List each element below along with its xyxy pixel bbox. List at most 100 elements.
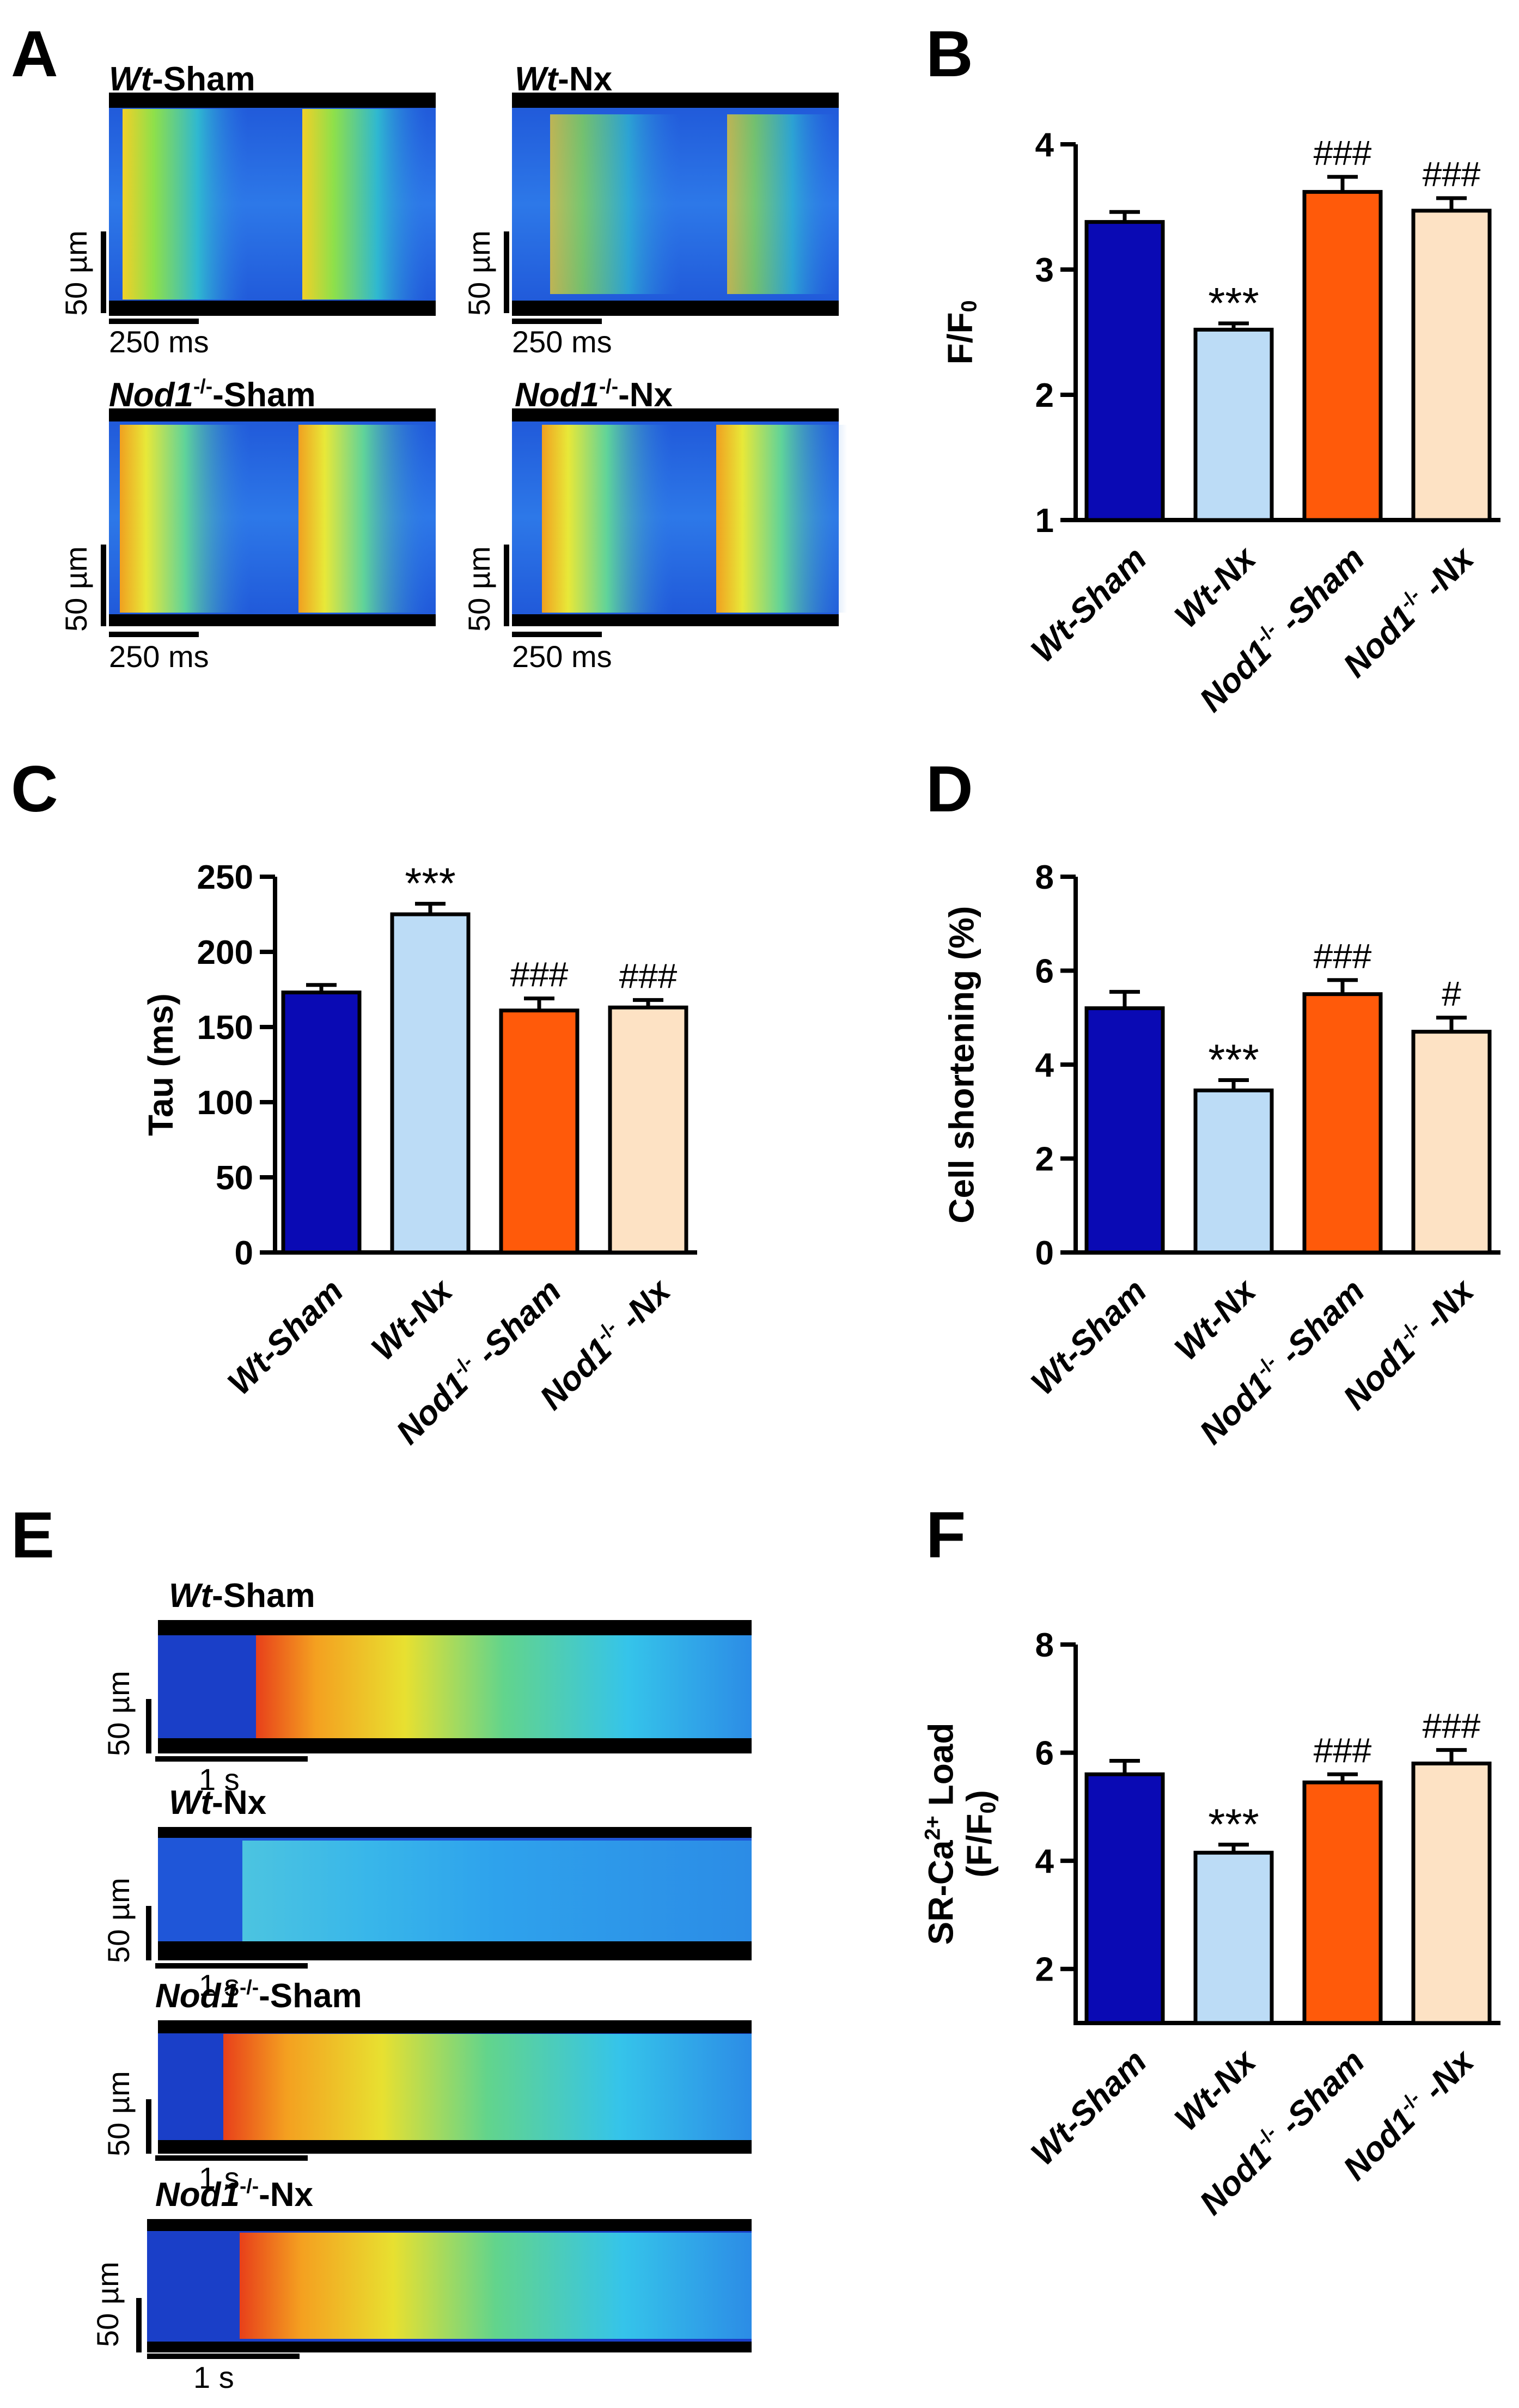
scale-label-ms: 250 ms (512, 639, 612, 674)
x-category-label: Wt-Nx (1167, 1272, 1264, 1368)
y-tick-label: 6 (1035, 953, 1054, 991)
scale-label-ms: 250 ms (109, 639, 209, 674)
significance-annotation: *** (1208, 1035, 1259, 1084)
significance-annotation: ### (1314, 937, 1372, 976)
scale-bar-horizontal (109, 319, 199, 324)
chart-f: 2 4 6 8 *** ### ### (1035, 1627, 1500, 2025)
x-category-label: Wt-Nx (1167, 540, 1264, 635)
bar-b-1 (1193, 327, 1274, 522)
scale-bar-horizontal (155, 1756, 308, 1762)
y-tick-label: 4 (1035, 1047, 1054, 1084)
scale-label-um: 50 µm (101, 2071, 136, 2156)
y-tick-label: 8 (1035, 859, 1054, 896)
significance-annotation: ### (1314, 133, 1372, 173)
linescan-e-title-nod1-nx: Nod1-/--Nx (155, 2174, 314, 2214)
scale-bar-vertical (101, 545, 106, 626)
significance-annotation: # (1442, 974, 1461, 1013)
bar-f-2 (1302, 1780, 1383, 2025)
x-category-label: Wt-Sham (1023, 2043, 1154, 2173)
panel-letter-d: D (926, 753, 973, 826)
scale-label-um: 50 µm (59, 230, 93, 316)
scale-bar-vertical (101, 231, 106, 313)
y-tick-label: 200 (197, 934, 253, 971)
scale-bar-horizontal (155, 2155, 308, 2161)
bar-d-0 (1084, 1006, 1165, 1255)
y-tick-label: 3 (1035, 252, 1054, 289)
bar-f-3 (1411, 1761, 1492, 2025)
linescan-a-title-wt-sham: Wt-Sham (109, 60, 255, 98)
bar-c-3 (608, 1005, 688, 1255)
significance-annotation: ### (1423, 1707, 1481, 1746)
bar-f-1 (1193, 1850, 1274, 2025)
y-tick-label: 1 (1035, 502, 1054, 540)
bar-b-0 (1084, 220, 1165, 522)
scale-label-um: 50 µm (462, 546, 496, 632)
scale-label-um: 50 µm (101, 1671, 136, 1756)
linescan-a-title-nod1-nx: Nod1-/--Nx (515, 374, 673, 414)
x-category-label: Wt-Sham (1023, 1272, 1154, 1403)
chart-b: 1 2 3 4 *** ### ### (1035, 126, 1500, 540)
y-tick-label: 2 (1035, 1951, 1054, 1989)
scale-bar-vertical (136, 2298, 142, 2352)
y-tick-label: 6 (1035, 1735, 1054, 1773)
panel-letter-f: F (926, 1499, 966, 1572)
y-tick-label: 0 (1035, 1234, 1054, 1272)
y-tick-label: 8 (1035, 1627, 1054, 1664)
significance-annotation: *** (1208, 279, 1259, 327)
bar-c-2 (499, 1009, 579, 1255)
significance-annotation: ### (510, 955, 569, 994)
scale-bar-horizontal (512, 319, 602, 324)
scale-bar-vertical (146, 1699, 151, 1753)
chart-c: 0 50 100 150 200 250 *** ### ### (197, 859, 697, 1272)
y-axis-label: Tau (ms) (141, 993, 180, 1136)
y-tick-label: 250 (197, 859, 253, 896)
bar-d-1 (1193, 1088, 1274, 1255)
y-tick-label: 50 (216, 1159, 253, 1197)
x-category-label: Wt-Sham (220, 1272, 351, 1403)
panel-letter-a: A (11, 17, 58, 90)
y-tick-label: 4 (1035, 1843, 1054, 1880)
scale-label-um: 50 µm (90, 2262, 125, 2347)
significance-annotation: ### (1423, 155, 1481, 194)
y-axis-label: Cell shortening (%) (941, 906, 981, 1224)
y-tick-label: 100 (197, 1084, 253, 1122)
y-axis-label: SR-Ca2+ Load (F/F0) (920, 1722, 1001, 1945)
scale-label-um: 50 µm (462, 230, 496, 316)
y-tick-label: 0 (235, 1234, 253, 1272)
significance-annotation: *** (1208, 1800, 1259, 1848)
linescan-e-title-wt-sham: Wt-Sham (169, 1577, 315, 1615)
y-axis-label: F/F0 (940, 300, 981, 364)
scale-bar-horizontal (512, 632, 602, 637)
scale-bar-vertical (504, 545, 509, 626)
y-tick-label: 150 (197, 1009, 253, 1047)
scale-label-s: 1 s (193, 2360, 234, 2394)
panel-letter-b: B (926, 17, 973, 90)
scale-label-s: 1 s (199, 1968, 240, 2002)
linescan-a-title-nod1-sham: Nod1-/--Sham (109, 374, 316, 414)
significance-annotation: *** (405, 859, 455, 908)
bar-b-2 (1302, 190, 1383, 522)
scale-label-ms: 250 ms (109, 325, 209, 359)
panel-letter-e: E (11, 1499, 55, 1572)
scale-label-um: 50 µm (101, 1878, 136, 1963)
x-category-label: Wt-Sham (1023, 540, 1154, 670)
significance-annotation: ### (1314, 1731, 1372, 1770)
scale-bar-horizontal (109, 632, 199, 637)
x-category-label: Wt-Nx (1167, 2043, 1264, 2138)
y-tick-label: 2 (1035, 377, 1054, 414)
significance-annotation: ### (619, 956, 678, 995)
scale-bar-horizontal (155, 1963, 308, 1969)
scale-label-s: 1 s (199, 1762, 240, 1796)
linescan-e-title-nod1-sham: Nod1-/--Sham (155, 1975, 362, 2015)
bar-c-0 (281, 991, 362, 1255)
bar-b-3 (1411, 209, 1492, 522)
scale-bar-vertical (146, 2099, 151, 2154)
